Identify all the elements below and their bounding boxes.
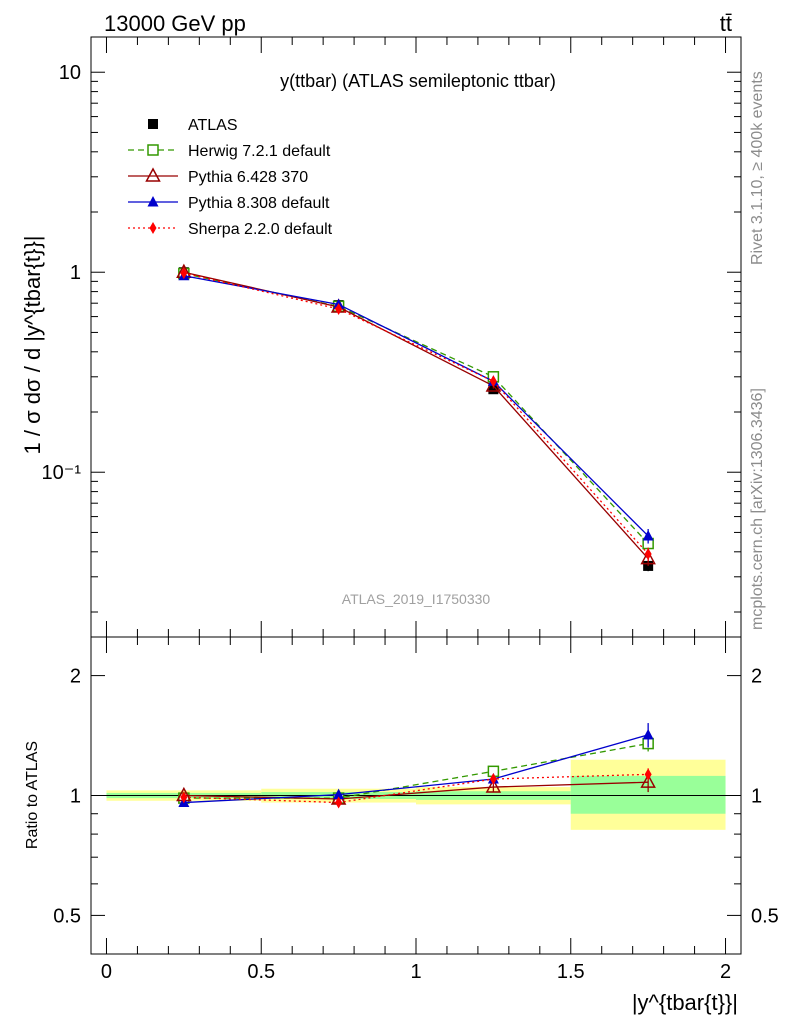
- legend-marker: [145, 167, 161, 182]
- ratio-series: [176, 723, 656, 809]
- ratio-series-line: [183, 781, 649, 800]
- ratio-y-tick-label: 2: [70, 666, 81, 688]
- main-series-line: [183, 271, 649, 560]
- main-title: y(ttbar) (ATLAS semileptonic ttbar): [280, 71, 556, 91]
- main-series-atlas: [178, 267, 654, 572]
- main-point-sherpa-2-2-0-default: [644, 548, 652, 561]
- ratio-point-sherpa-2-2-0-default: [644, 768, 652, 781]
- ratio-y-tick-label-right: 2: [751, 666, 762, 688]
- main-point-pythia-8-308-default: [642, 529, 654, 541]
- main-series-line: [183, 272, 649, 544]
- ratio-panel: Ratio to ATLAS 2 2 1 1 0.5 0.5 0 0.5 1 1.5 2 |y^{…: [24, 636, 779, 1015]
- ratio-y-tick-label: 0.5: [53, 905, 81, 927]
- legend-label: Herwig 7.2.1 default: [188, 143, 331, 160]
- legend-label: Pythia 8.308 default: [188, 195, 330, 212]
- legend-entry-herwig-7-2-1-default: Herwig 7.2.1 default: [128, 143, 331, 160]
- main-point-atlas: [488, 384, 499, 395]
- main-y-tick-label: 10⁻¹: [42, 462, 82, 484]
- energy-label: 13000 GeV pp: [104, 11, 246, 36]
- main-point-pythia-6-428-370: [640, 550, 656, 565]
- x-axis-label: |y^{tbar{t}}|: [632, 990, 738, 1015]
- main-y-tick-label: 1: [70, 262, 81, 284]
- main-series-herwig-7-2-1-default: [178, 267, 654, 550]
- main-y-tick-label: 10: [59, 62, 81, 84]
- legend-marker: [149, 222, 157, 234]
- legend-label: ATLAS: [188, 117, 238, 134]
- main-panel: y(ttbar) (ATLAS semileptonic ttbar) ATLA…: [20, 36, 742, 638]
- main-point-sherpa-2-2-0-default: [489, 375, 497, 388]
- legend-marker: [147, 196, 159, 207]
- legend: ATLAS Herwig 7.2.1 default Pythia 6.428 37…: [128, 117, 333, 238]
- ratio-y-ticks: 2 2 1 1 0.5 0.5: [53, 666, 779, 955]
- legend-entry-atlas: ATLAS: [148, 117, 238, 134]
- main-x-ticks: [105, 37, 727, 637]
- main-series-pythia-6-428-370: [176, 263, 656, 566]
- main-y-ticks: 10 1 10⁻¹: [42, 62, 741, 613]
- ratio-point-pythia-8-308-default: [333, 788, 345, 800]
- watermark: ATLAS_2019_I1750330: [342, 591, 491, 607]
- main-series: [176, 263, 656, 572]
- legend-marker: [148, 119, 158, 129]
- legend-entry-sherpa-2-2-0-default: Sherpa 2.2.0 default: [128, 221, 333, 238]
- process-label: tt̄: [720, 11, 732, 36]
- ratio-series-line: [183, 734, 649, 804]
- rivet-label: Rivet 3.1.10, ≥ 400k events: [749, 71, 766, 265]
- mcplots-label: mcplots.cern.ch [arXiv:1306.3436]: [749, 388, 766, 630]
- ratio-y-tick-label: 1: [70, 786, 81, 808]
- legend-entry-pythia-8-308-default: Pythia 8.308 default: [128, 195, 330, 212]
- x-tick-label: 1.5: [557, 961, 585, 983]
- main-series-line: [183, 272, 649, 555]
- legend-label: Pythia 6.428 370: [188, 169, 308, 186]
- main-point-sherpa-2-2-0-default: [180, 267, 188, 280]
- main-series-pythia-8-308-default: [178, 269, 654, 544]
- x-tick-label: 0.5: [247, 961, 275, 983]
- ratio-series-sherpa-2-2-0-default: [180, 768, 652, 809]
- x-tick-label: 1: [410, 961, 421, 983]
- main-point-sherpa-2-2-0-default: [335, 302, 343, 315]
- ratio-point-pythia-6-428-370: [485, 778, 502, 793]
- ratio-point-sherpa-2-2-0-default: [489, 773, 497, 786]
- ratio-point-pythia-8-308-default: [642, 728, 654, 740]
- x-tick-label: 0: [101, 961, 112, 983]
- main-y-label: 1 / σ dσ / d |y^{tbar{t}}|: [20, 236, 45, 455]
- ratio-point-pythia-6-428-370: [640, 773, 656, 788]
- main-series-sherpa-2-2-0-default: [180, 267, 652, 561]
- x-tick-label: 2: [720, 961, 731, 983]
- legend-marker: [147, 144, 159, 156]
- ratio-y-tick-label-right: 0.5: [751, 905, 779, 927]
- ratio-x-ticks: 0 0.5 1 1.5 2: [101, 637, 731, 983]
- ratio-point-sherpa-2-2-0-default: [335, 796, 343, 809]
- ratio-point-sherpa-2-2-0-default: [180, 791, 188, 804]
- ratio-y-label: Ratio to ATLAS: [24, 741, 41, 849]
- main-series-line: [183, 275, 649, 537]
- legend-entry-pythia-6-428-370: Pythia 6.428 370: [128, 167, 308, 186]
- legend-label: Sherpa 2.2.0 default: [188, 221, 333, 238]
- ratio-y-tick-label-right: 1: [751, 786, 762, 808]
